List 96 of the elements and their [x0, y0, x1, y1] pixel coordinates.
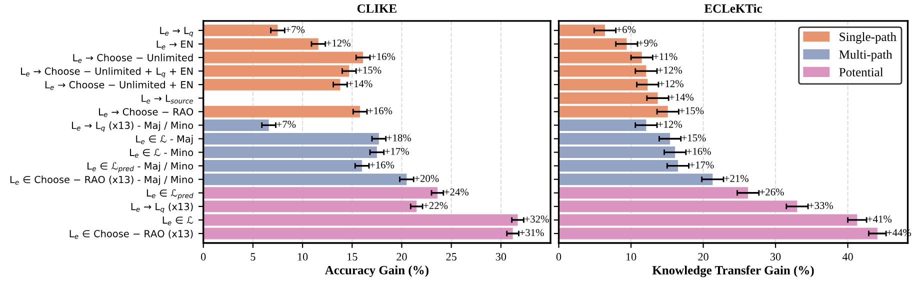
x-tick-label: 0 — [201, 253, 206, 261]
y-tick-label: L$_{e}$ → L$_{q}$ (x13) — [131, 202, 193, 214]
bar — [203, 78, 340, 90]
data-label: +20% — [414, 174, 439, 182]
y-tick-label: L$_{e}$ ∈ ℒ$_{pred}$ — [146, 189, 194, 200]
y-tick-label: L$_{e}$ → L$_{source}$ — [142, 94, 193, 104]
y-tick-label: L$_{e}$ → Choose − RAO — [99, 108, 194, 118]
bar — [203, 132, 379, 144]
y-tick-label: L$_{e}$ ∈ ℒ - Mino — [130, 148, 194, 158]
bar — [203, 160, 362, 172]
bar — [203, 65, 350, 77]
bar — [203, 146, 377, 158]
bar — [558, 200, 798, 212]
data-label: +12% — [658, 66, 682, 74]
bar — [558, 52, 642, 64]
data-label: +14% — [669, 94, 694, 101]
x-tick-label: 20 — [396, 253, 407, 261]
legend-label: Single-path — [840, 32, 896, 44]
y-tick-label: L$_{e}$ ∈ Choose − RAO (x13) — [70, 230, 193, 239]
y-tick-label: L$_{e}$ → Choose − Unlimited + EN — [45, 80, 193, 90]
x-tick-label: 40 — [842, 253, 853, 261]
y-tick-label: L$_{e}$ → EN — [156, 40, 193, 50]
data-label: +18% — [386, 134, 411, 142]
data-label: +9% — [638, 40, 658, 47]
bar — [558, 119, 646, 131]
data-label: +17% — [690, 161, 714, 168]
bar — [203, 187, 438, 199]
bar — [558, 38, 627, 50]
x-tick-label: 10 — [298, 253, 308, 261]
data-label: +22% — [424, 202, 448, 210]
bar — [558, 65, 646, 77]
bar — [203, 24, 278, 36]
y-tick-label: L$_{e}$ → Choose − Unlimited — [73, 54, 193, 63]
bar — [203, 214, 518, 226]
data-label: +32% — [524, 216, 549, 223]
bar — [203, 119, 269, 131]
data-label: +12% — [659, 80, 684, 88]
bar — [558, 214, 858, 226]
data-label: +24% — [444, 188, 468, 196]
data-label: +12% — [326, 40, 350, 47]
x-tick-label: 25 — [446, 253, 456, 261]
legend-label: Potential — [839, 68, 884, 76]
bar — [203, 228, 513, 240]
data-label: +16% — [371, 53, 396, 60]
bar — [203, 200, 417, 212]
data-label: +15% — [682, 134, 706, 142]
x-axis-title: Accuracy Gain (%) — [324, 266, 428, 277]
bar — [558, 174, 713, 186]
data-label: +16% — [370, 161, 394, 168]
data-label: +21% — [724, 174, 748, 182]
y-tick-label: L$_{e}$ → Choose − Unlimited + L$_{q}$ + EN — [21, 67, 193, 78]
bar — [558, 146, 676, 158]
x-tick-label: 30 — [496, 253, 506, 261]
x-tick-label: 10 — [626, 253, 636, 261]
x-axis-title: Knowledge Transfer Gain (%) — [652, 266, 814, 278]
chart-title: CLIKE — [357, 4, 396, 13]
data-label: +33% — [808, 202, 834, 210]
data-label: +15% — [680, 107, 704, 114]
data-label: +7% — [286, 26, 305, 34]
data-label: +12% — [658, 120, 682, 128]
bar — [558, 24, 606, 36]
bar — [558, 78, 648, 90]
y-tick-label: L$_{e}$ → L$_{q}$ — [160, 26, 194, 37]
bar — [203, 38, 318, 50]
x-tick-label: 15 — [348, 253, 358, 261]
bar — [558, 187, 748, 199]
bar — [558, 132, 670, 144]
bar — [203, 52, 364, 64]
x-tick-label: 20 — [698, 253, 708, 261]
x-tick-label: 0 — [556, 253, 562, 261]
y-tick-label: L$_{e}$ → L$_{q}$ (x13) - Maj / Mino — [72, 122, 194, 132]
y-tick-label: L$_{e}$ ∈ ℒ$_{pred}$ - Maj / Mino — [88, 162, 194, 173]
bar — [558, 106, 668, 118]
chart-title: ECLeKTic — [704, 4, 762, 13]
data-label: +15% — [357, 66, 382, 74]
bar — [203, 174, 407, 186]
data-label: +41% — [867, 216, 892, 223]
y-tick-label: L$_{e}$ ∈ ℒ — [162, 216, 194, 226]
data-label: +16% — [686, 148, 711, 155]
data-label: +17% — [384, 148, 409, 155]
data-label: +7% — [276, 120, 296, 128]
x-tick-label: 5 — [250, 253, 256, 261]
x-tick-label: 30 — [770, 253, 781, 261]
data-label: +31% — [520, 229, 544, 236]
legend-label: Multi-path — [839, 50, 892, 62]
data-label: +11% — [654, 53, 678, 60]
y-tick-label: L$_{e}$ ∈ ℒ - Maj — [136, 135, 193, 144]
bar — [203, 106, 360, 118]
bar — [558, 160, 678, 172]
data-label: +16% — [368, 107, 392, 114]
y-tick-label: L$_{e}$ ∈ Choose − RAO (x13) - Maj / Mino — [10, 176, 194, 186]
data-label: +26% — [760, 188, 784, 196]
bar — [558, 228, 878, 240]
data-label: +6% — [616, 26, 636, 34]
data-label: +14% — [348, 80, 372, 88]
bar — [558, 92, 658, 104]
